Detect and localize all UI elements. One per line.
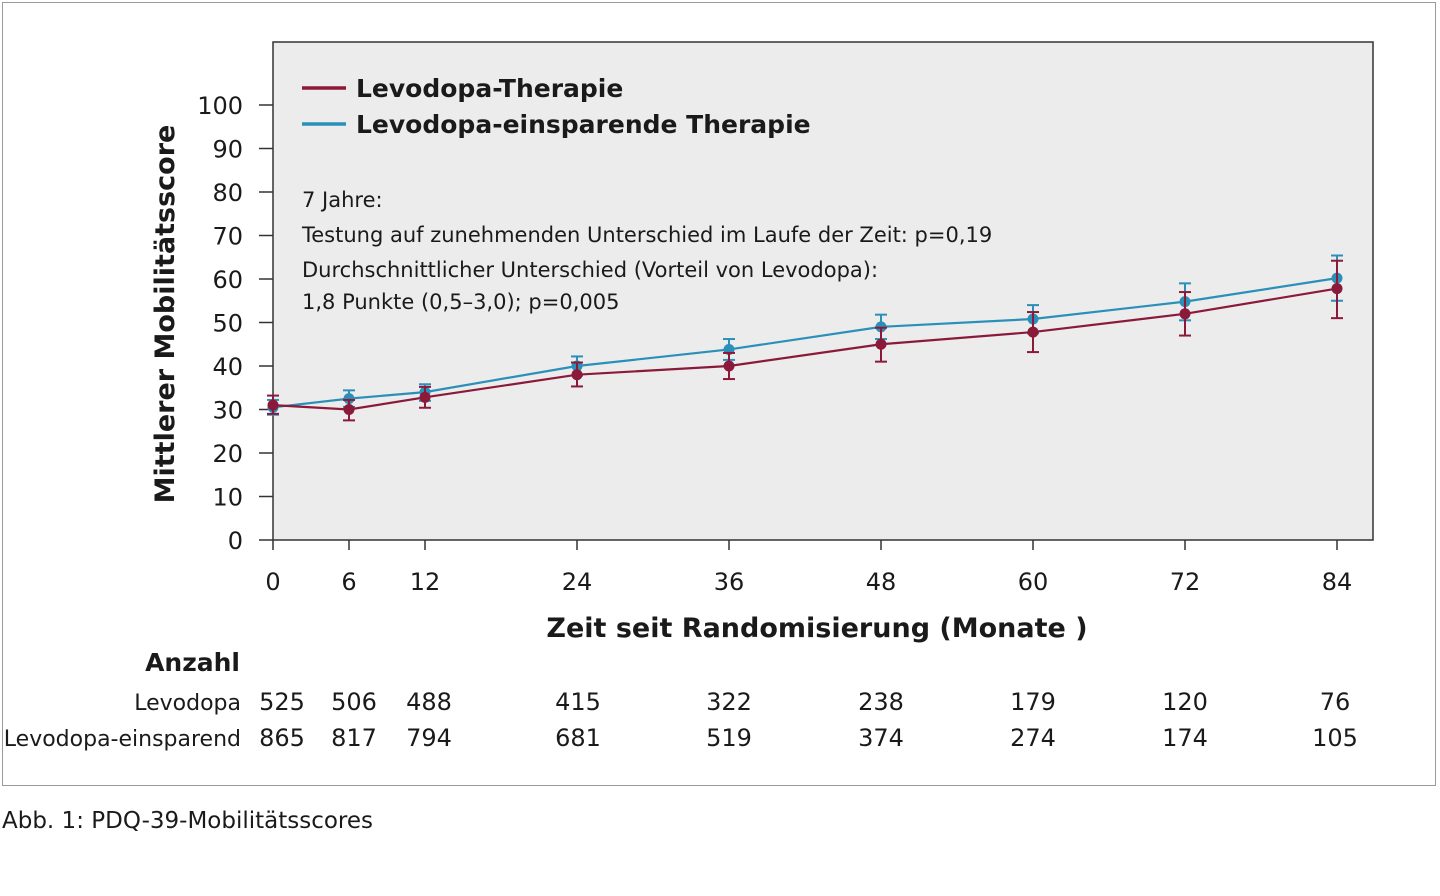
x-tick-label: 24 <box>562 568 593 596</box>
data-point <box>723 360 735 372</box>
legend: Levodopa-Therapie Levodopa-einsparende T… <box>302 74 811 139</box>
data-point <box>343 393 355 405</box>
data-point <box>1027 326 1039 338</box>
data-point <box>571 369 583 381</box>
numbers-at-risk-value: 794 <box>406 724 452 752</box>
numbers-at-risk-value: 488 <box>406 688 452 716</box>
x-tick-label: 36 <box>714 568 745 596</box>
y-tick-label: 30 <box>212 397 243 425</box>
numbers-at-risk-value: 322 <box>706 688 752 716</box>
numbers-row-label-levodopa: Levodopa <box>134 691 241 716</box>
numbers-at-risk-values: 525 506 488 415 322 238 179 120 76 865 817 794 681 51… <box>259 688 1358 752</box>
y-tick-label: 60 <box>212 266 243 294</box>
data-point <box>875 338 887 350</box>
numbers-at-risk-value: 506 <box>331 688 377 716</box>
data-point <box>343 404 355 415</box>
numbers-at-risk-value: 120 <box>1162 688 1208 716</box>
x-tick-label: 48 <box>866 568 897 596</box>
statistics-annotation: 7 Jahre: Testung auf zunehmenden Untersc… <box>301 188 992 314</box>
numbers-at-risk-value: 865 <box>259 724 305 752</box>
numbers-at-risk-value: 519 <box>706 724 752 752</box>
numbers-at-risk-value: 238 <box>858 688 904 716</box>
annotation-line: Testung auf zunehmenden Unterschied im L… <box>301 223 992 247</box>
y-tick-label: 100 <box>197 92 243 120</box>
annotation-line: Durchschnittlicher Unterschied (Vorteil … <box>302 258 878 282</box>
numbers-at-risk-value: 105 <box>1312 724 1358 752</box>
data-point <box>1179 308 1191 320</box>
x-tick-label: 60 <box>1018 568 1049 596</box>
numbers-at-risk-value: 525 <box>259 688 305 716</box>
x-tick-label: 72 <box>1170 568 1201 596</box>
x-tick-label: 84 <box>1322 568 1353 596</box>
x-axis-title: Zeit seit Randomisierung (Monate ) <box>546 613 1087 644</box>
y-axis: 0 10 20 30 40 50 60 70 80 90 100 <box>197 92 273 555</box>
annotation-line: 7 Jahre: <box>302 188 383 212</box>
numbers-at-risk-value: 681 <box>555 724 601 752</box>
series-levodopa <box>267 259 1343 422</box>
y-tick-label: 90 <box>212 136 243 164</box>
y-tick-label: 70 <box>212 223 243 251</box>
annotation-line: 1,8 Punkte (0,5–3,0); p=0,005 <box>302 290 619 314</box>
numbers-at-risk-value: 274 <box>1010 724 1056 752</box>
numbers-at-risk-value: 76 <box>1320 688 1351 716</box>
legend-label-levodopa: Levodopa-Therapie <box>356 74 623 103</box>
y-tick-label: 20 <box>212 440 243 468</box>
data-point <box>267 399 279 411</box>
y-tick-label: 50 <box>212 310 243 338</box>
y-tick-label: 10 <box>212 484 243 512</box>
figure-frame <box>2 2 1436 786</box>
numbers-at-risk-value: 374 <box>858 724 904 752</box>
series-layer <box>267 254 1343 422</box>
data-point <box>419 391 431 403</box>
numbers-at-risk-value: 179 <box>1010 688 1056 716</box>
y-tick-label: 80 <box>212 179 243 207</box>
x-axis: 0 6 12 24 36 48 60 72 84 <box>265 540 1352 596</box>
numbers-at-risk-header: Anzahl <box>145 648 240 677</box>
y-axis-title: Mittlerer Mobilitätsscore <box>150 125 181 504</box>
plot-area <box>272 41 1374 541</box>
x-tick-label: 6 <box>341 568 356 596</box>
numbers-row-label-levodopa-sparing: Levodopa-einsparend <box>4 727 241 752</box>
legend-label-levodopa-sparing: Levodopa-einsparende Therapie <box>356 110 811 139</box>
figure-caption: Abb. 1: PDQ-39-Mobilitätsscores <box>2 808 374 834</box>
numbers-at-risk-value: 174 <box>1162 724 1208 752</box>
data-point <box>1331 283 1343 295</box>
y-tick-label: 0 <box>228 527 243 555</box>
numbers-at-risk-value: 415 <box>555 688 601 716</box>
y-tick-label: 40 <box>212 353 243 381</box>
numbers-at-risk-value: 817 <box>331 724 377 752</box>
x-tick-label: 12 <box>410 568 441 596</box>
x-tick-label: 0 <box>265 568 280 596</box>
